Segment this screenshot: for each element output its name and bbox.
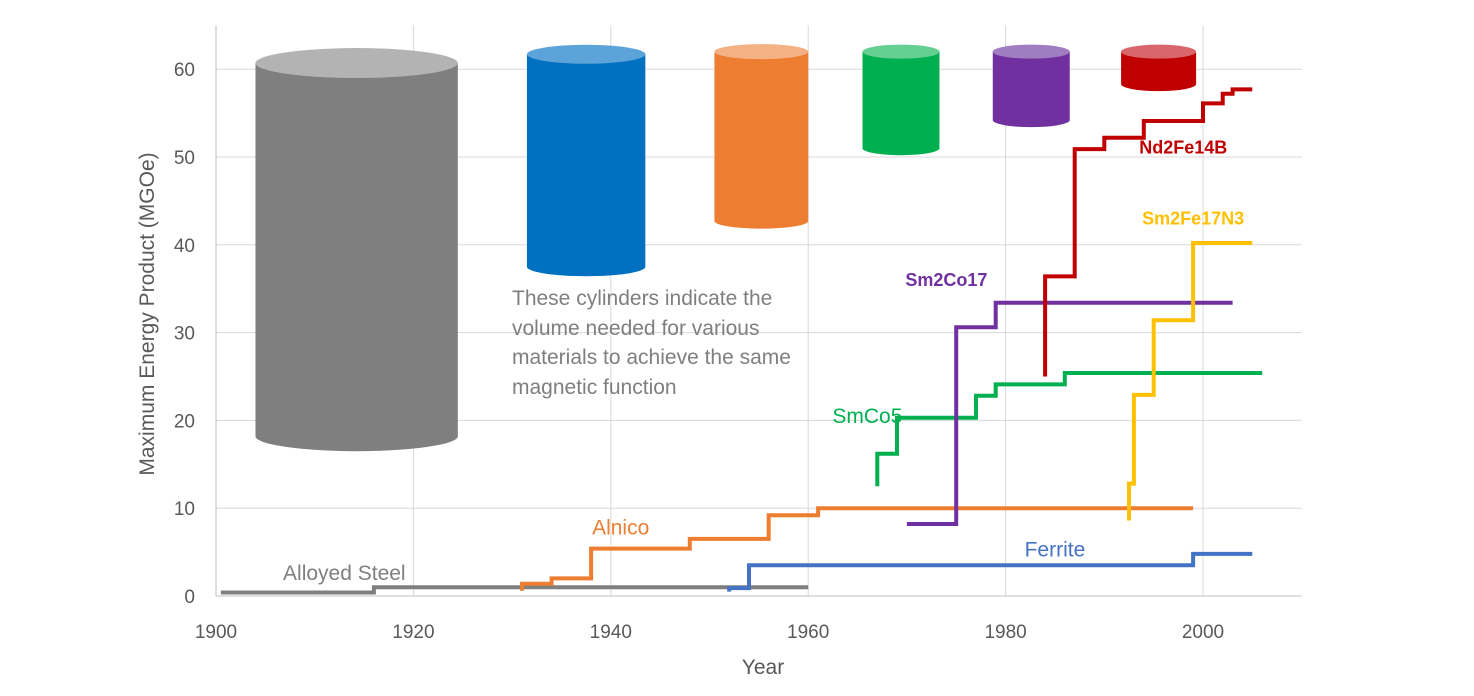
series-label-alnico: Alnico: [592, 517, 649, 540]
y-tick-60: 60: [174, 60, 195, 81]
x-tick-1940: 1940: [590, 622, 632, 643]
volume-cylinders: [255, 44, 1197, 452]
y-axis-title: Maximum Energy Product (MGOe): [136, 152, 159, 475]
cylinder-top: [992, 44, 1070, 59]
cylinder-smco5: [862, 44, 940, 156]
annotation-line-1: These cylinders indicate the: [512, 287, 772, 310]
series-line-ferrite: [727, 551, 1253, 592]
axes: [215, 25, 1302, 597]
cylinder-alnico: [526, 44, 646, 277]
series-line-alnico: [520, 506, 1194, 591]
cylinder-body: [862, 51, 940, 156]
x-tick-2000: 2000: [1182, 622, 1224, 643]
cylinder-body: [526, 54, 646, 277]
y-tick-labels: 0 10 20 30 40 50 60: [174, 60, 195, 608]
series-label-sm2fe17n3: Sm2Fe17N3: [1142, 209, 1244, 229]
cylinder-sm2co17: [992, 44, 1070, 128]
cylinder-body: [992, 51, 1070, 128]
y-tick-30: 30: [174, 324, 195, 345]
y-tick-20: 20: [174, 411, 195, 432]
cylinder-top: [255, 48, 458, 79]
x-tick-1920: 1920: [392, 622, 434, 643]
series-line-alloyed-steel: [220, 585, 809, 595]
series-label-nd2fe14b: Nd2Fe14B: [1139, 137, 1227, 157]
annotation-line-4: magnetic function: [512, 376, 677, 399]
series-line-smco5: [875, 371, 1263, 487]
series-line-sm2co17: [906, 300, 1233, 526]
x-tick-1960: 1960: [787, 622, 829, 643]
y-tick-10: 10: [174, 499, 195, 520]
cylinder-top: [526, 44, 646, 64]
cylinder-nd2fe14b: [1121, 44, 1197, 92]
y-tick-0: 0: [184, 587, 195, 608]
cylinder-body: [714, 51, 809, 229]
series-labels: Alloyed Steel Alnico Ferrite SmCo5 Sm2Co17 Nd…: [283, 137, 1244, 585]
series-line-sm2fe17n3: [1127, 241, 1253, 521]
annotation-line-3: materials to achieve the same: [512, 346, 791, 369]
x-tick-1900: 1900: [195, 622, 237, 643]
cylinder-body: [255, 63, 458, 452]
cylinder-top: [862, 44, 940, 59]
cylinder-body: [1121, 51, 1197, 92]
x-axis-title: Year: [742, 656, 784, 679]
series-label-smco5: SmCo5: [832, 405, 902, 428]
x-tick-1980: 1980: [984, 622, 1026, 643]
cylinder-top: [1121, 44, 1197, 59]
series-line-nd2fe14b: [1043, 87, 1253, 377]
cylinder-alloyed-steel: [255, 48, 458, 452]
series-label-sm2co17: Sm2Co17: [905, 270, 987, 290]
cylinder-ferrite: [714, 44, 809, 229]
cylinder-annotation: These cylinders indicate the volume need…: [512, 287, 797, 399]
y-tick-50: 50: [174, 148, 195, 169]
y-tick-40: 40: [174, 236, 195, 257]
x-tick-labels: 1900 1920 1940 1960 1980 2000: [195, 622, 1224, 643]
series-lines: [220, 87, 1263, 595]
annotation-line-2: volume needed for various: [512, 317, 759, 340]
series-label-ferrite: Ferrite: [1025, 538, 1086, 561]
cylinder-top: [714, 44, 809, 60]
series-label-alloyed-steel: Alloyed Steel: [283, 562, 406, 585]
